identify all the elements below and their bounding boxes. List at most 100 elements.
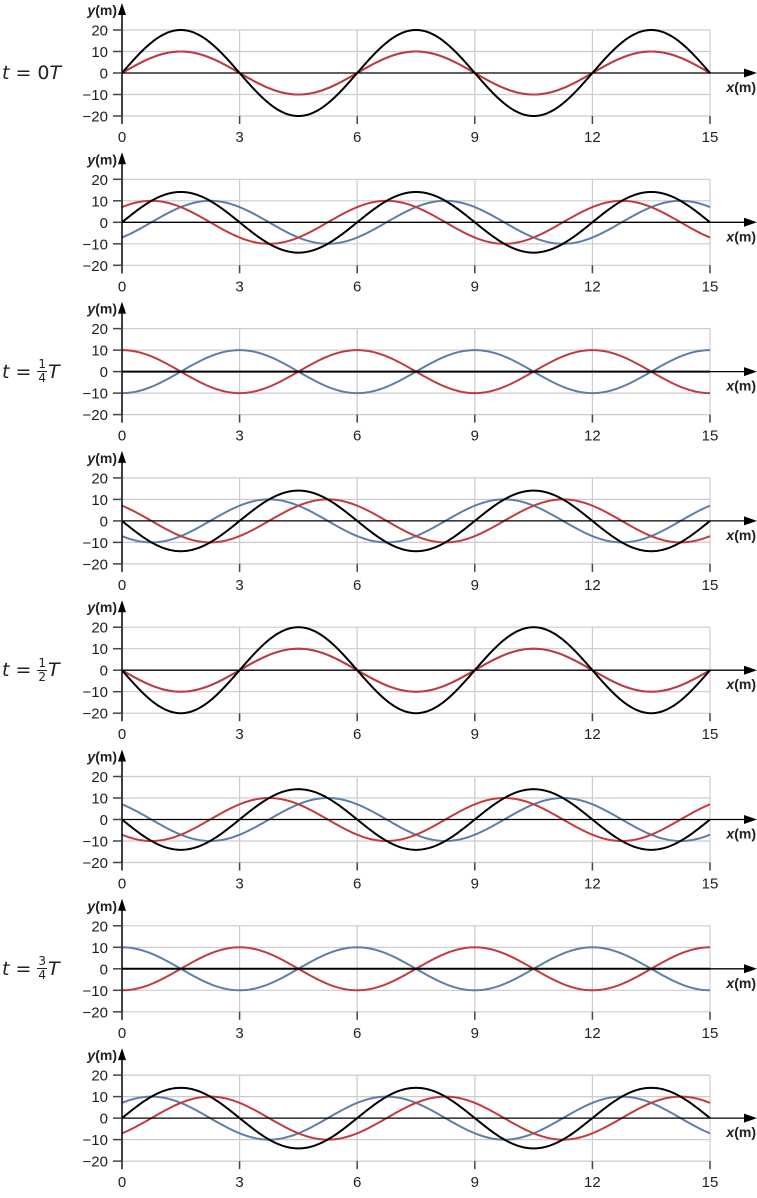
x-tick-label: 3 <box>235 726 243 743</box>
y-tick-label: −20 <box>83 109 108 126</box>
y-axis-arrow-icon <box>118 898 126 911</box>
x-tick-label: 12 <box>584 428 601 445</box>
x-tick-label: 0 <box>118 1025 126 1042</box>
x-axis-arrow-icon <box>744 68 757 78</box>
x-axis-arrow-icon <box>744 964 757 974</box>
x-tick-label: 15 <box>702 428 719 445</box>
y-tick-label: −10 <box>83 834 108 851</box>
x-tick-label: 12 <box>584 129 601 146</box>
x-tick-label: 12 <box>584 876 601 893</box>
x-tick-label: 12 <box>584 1025 601 1042</box>
y-tick-label: −20 <box>83 1004 108 1021</box>
y-tick-label: 0 <box>100 66 108 83</box>
time-label: t = 1 4 T <box>2 357 60 386</box>
x-axis-label: x(m) <box>725 79 756 95</box>
x-tick-label: 6 <box>353 1025 361 1042</box>
wave-curve-red <box>121 50 711 96</box>
x-axis-arrow-icon <box>744 516 757 526</box>
wave-curve-red <box>121 199 711 245</box>
y-tick-label: 10 <box>91 791 108 808</box>
wave-curve-red <box>121 796 711 843</box>
y-axis-label: y(m) <box>86 599 117 615</box>
y-tick-label: 0 <box>100 364 108 381</box>
wave-curve-resultant <box>121 190 711 254</box>
x-tick-label: 15 <box>702 577 719 594</box>
wave-curve-resultant <box>121 1086 711 1150</box>
y-tick-label: 20 <box>91 23 108 40</box>
y-tick-label: 10 <box>91 940 108 957</box>
x-tick-label: 15 <box>702 278 719 295</box>
x-axis-label: x(m) <box>725 527 756 543</box>
y-axis-label: y(m) <box>86 749 117 765</box>
y-tick-label: 20 <box>91 769 108 786</box>
x-tick-label: 3 <box>235 876 243 893</box>
y-tick-label: −20 <box>83 706 108 723</box>
wave-curve-resultant <box>121 28 711 118</box>
y-tick-label: −20 <box>83 556 108 573</box>
x-tick-label: 9 <box>471 876 479 893</box>
x-tick-label: 12 <box>584 278 601 295</box>
x-tick-label: 3 <box>235 1025 243 1042</box>
y-tick-label: 20 <box>91 321 108 338</box>
x-axis-arrow-icon <box>744 217 757 227</box>
x-axis-label: x(m) <box>725 676 756 692</box>
y-tick-label: −10 <box>83 386 108 403</box>
x-tick-label: 3 <box>235 428 243 445</box>
y-tick-label: 10 <box>91 44 108 61</box>
x-axis-label: x(m) <box>725 826 756 842</box>
panel-5-8T: 20 10 0 −10 −20 0 3 6 9 12 15 y(m) x(m) <box>83 749 757 893</box>
x-tick-label: 9 <box>471 726 479 743</box>
y-tick-label: 0 <box>100 215 108 232</box>
x-tick-label: 6 <box>353 129 361 146</box>
x-tick-label: 9 <box>471 577 479 594</box>
y-tick-label: 20 <box>91 1068 108 1085</box>
y-tick-label: −20 <box>83 407 108 424</box>
y-tick-label: −20 <box>83 855 108 872</box>
wave-curve-resultant <box>121 788 711 851</box>
x-tick-label: 0 <box>118 577 126 594</box>
x-tick-label: 9 <box>471 1025 479 1042</box>
y-tick-label: −10 <box>83 535 108 552</box>
y-tick-label: 0 <box>100 812 108 829</box>
panel-1-4T: 20 10 0 −10 −20 0 3 6 9 12 15 y(m) x(m) <box>83 301 757 445</box>
x-tick-label: 3 <box>235 577 243 594</box>
x-tick-label: 9 <box>471 278 479 295</box>
y-tick-label: 0 <box>100 961 108 978</box>
y-axis-label: y(m) <box>86 151 117 167</box>
wave-curve-red <box>121 498 711 544</box>
x-tick-label: 6 <box>353 428 361 445</box>
x-axis-label: x(m) <box>725 228 756 244</box>
x-axis-arrow-icon <box>744 1113 757 1123</box>
y-tick-label: −10 <box>83 87 108 104</box>
wave-curve-resultant <box>121 489 711 553</box>
x-axis-label: x(m) <box>725 378 756 394</box>
time-label: t = 3 4 T <box>2 954 60 983</box>
panel-7-8T: 20 10 0 −10 −20 0 3 6 9 12 15 y(m) x(m) <box>83 1047 757 1191</box>
y-tick-label: −20 <box>83 258 108 275</box>
y-tick-label: 0 <box>100 513 108 530</box>
x-axis-label: x(m) <box>725 975 756 991</box>
panel-3-8T: 20 10 0 −10 −20 0 3 6 9 12 15 y(m) x(m) <box>83 450 757 594</box>
x-tick-label: 6 <box>353 726 361 743</box>
y-axis-arrow-icon <box>118 1048 126 1061</box>
x-tick-label: 0 <box>118 129 126 146</box>
time-label: t = 0 T <box>2 62 62 84</box>
y-tick-label: 10 <box>91 492 108 509</box>
x-tick-label: 15 <box>702 726 719 743</box>
y-tick-label: 10 <box>91 343 108 360</box>
x-tick-label: 0 <box>118 876 126 893</box>
x-tick-label: 0 <box>118 278 126 295</box>
y-tick-label: 20 <box>91 172 108 189</box>
y-axis-label: y(m) <box>86 898 117 914</box>
y-axis-arrow-icon <box>118 152 126 165</box>
y-tick-label: 10 <box>91 193 108 210</box>
y-axis-arrow-icon <box>118 301 126 314</box>
y-tick-label: 10 <box>91 641 108 658</box>
y-tick-label: 0 <box>100 1111 108 1128</box>
panel-3-4T: 20 10 0 −10 −20 0 3 6 9 12 15 y(m) x(m) <box>83 898 757 1042</box>
y-tick-label: 0 <box>100 663 108 680</box>
y-axis-arrow-icon <box>118 600 126 613</box>
x-tick-label: 3 <box>235 129 243 146</box>
